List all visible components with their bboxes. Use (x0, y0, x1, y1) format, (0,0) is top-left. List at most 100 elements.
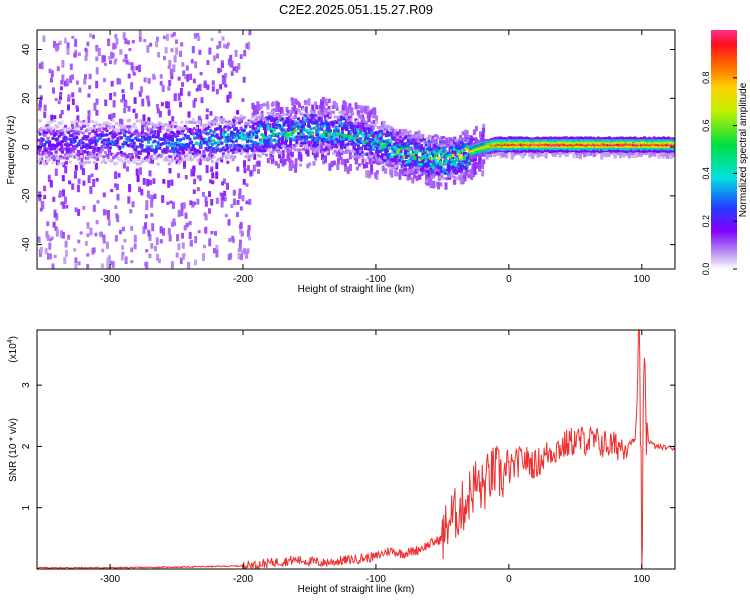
heatmap-cell (361, 158, 364, 165)
heatmap-cell (182, 70, 185, 76)
heatmap-cell (90, 228, 93, 236)
heatmap-cell (147, 152, 150, 155)
heatmap-cell (428, 140, 431, 143)
heatmap-cell (103, 238, 106, 244)
heatmap-cell (192, 172, 195, 177)
heatmap-cell (453, 179, 456, 184)
heatmap-cell (292, 125, 295, 128)
heatmap-cell (209, 148, 212, 151)
heatmap-cell (80, 127, 83, 130)
heatmap-cell (171, 159, 174, 162)
heatmap-cell (450, 159, 453, 162)
heatmap-cell (51, 127, 54, 130)
heatmap-cell (249, 144, 252, 147)
heatmap-cell (121, 245, 124, 249)
heatmap-cell (193, 121, 196, 124)
heatmap-cell (84, 48, 87, 52)
heatmap-cell (116, 38, 119, 44)
heatmap-cell (286, 117, 289, 120)
heatmap-cell (390, 132, 393, 135)
heatmap-cell (302, 148, 305, 151)
heatmap-cell (238, 249, 241, 253)
heatmap-cell (437, 182, 440, 190)
heatmap-cell (383, 121, 386, 125)
heatmap-cell (91, 120, 94, 123)
heatmap-cell (104, 161, 107, 164)
heatmap-cell (370, 164, 373, 170)
heatmap-cell (235, 121, 238, 124)
heatmap-cell (140, 189, 143, 196)
heatmap-cell (228, 144, 231, 147)
heatmap-cell (120, 151, 123, 154)
heatmap-cell (181, 233, 184, 239)
heatmap-cell (291, 111, 294, 114)
heatmap-cell (316, 124, 319, 127)
heatmap-cell (43, 112, 46, 118)
heatmap-cell (108, 56, 111, 60)
heatmap-cell (265, 146, 268, 149)
heatmap-cell (259, 143, 262, 146)
heatmap-cell (398, 173, 401, 179)
heatmap-cell (236, 212, 239, 217)
heatmap-cell (114, 171, 117, 179)
heatmap-cell (203, 245, 206, 248)
heatmap-cell (190, 141, 193, 144)
heatmap-cell (208, 132, 211, 135)
heatmap-cell (270, 156, 273, 159)
heatmap-cell (172, 64, 175, 72)
heatmap-cell (166, 140, 169, 143)
heatmap-cell (211, 160, 214, 163)
heatmap-cell (258, 161, 261, 167)
heatmap-cell (39, 119, 42, 122)
heatmap-cell (110, 160, 113, 163)
heatmap-cell (55, 169, 58, 176)
heatmap-cell (342, 140, 345, 143)
heatmap-cell (238, 132, 241, 135)
heatmap-cell (114, 59, 117, 62)
heatmap-cell (324, 143, 327, 146)
heatmap-cell (370, 131, 373, 134)
heatmap-cell (106, 121, 109, 124)
heatmap-cell (321, 151, 324, 154)
heatmap-cell (142, 121, 145, 124)
heatmap-cell (82, 132, 85, 135)
heatmap-cell (124, 101, 127, 108)
heatmap-cell (572, 152, 575, 159)
heatmap-cell (231, 236, 234, 242)
heatmap-cell (66, 137, 69, 140)
heatmap-cell (436, 161, 439, 164)
heatmap-cell (329, 148, 332, 151)
heatmap-cell (280, 107, 283, 114)
heatmap-cell (52, 197, 55, 202)
heatmap-cell (254, 141, 257, 144)
heatmap-cell (246, 183, 249, 186)
heatmap-cell (221, 181, 224, 185)
heatmap-cell (202, 253, 205, 261)
heatmap-cell (390, 140, 393, 143)
heatmap-cell (254, 144, 257, 147)
heatmap-cell (197, 175, 200, 178)
heatmap-cell (114, 205, 117, 209)
heatmap-cell (59, 96, 62, 101)
heatmap-cell (218, 30, 221, 33)
heatmap-cell (130, 128, 133, 131)
heatmap-cell (111, 81, 114, 87)
heatmap-cell (61, 60, 64, 68)
heatmap-cell (439, 140, 442, 143)
heatmap-cell (56, 125, 59, 128)
heatmap-cell (434, 165, 437, 168)
heatmap-cell (409, 130, 412, 133)
heatmap-cell (316, 143, 319, 146)
heatmap-cell (200, 144, 203, 147)
heatmap-cell (107, 138, 110, 141)
heatmap-cell (78, 53, 81, 56)
heatmap-cell (173, 150, 176, 153)
heatmap-cell (161, 142, 164, 145)
heatmap-cell (318, 147, 321, 150)
heatmap-cell (433, 141, 436, 144)
heatmap-cell (417, 169, 420, 172)
heatmap-cell (193, 136, 196, 139)
heatmap-cell (399, 162, 402, 165)
heatmap-cell (152, 123, 155, 126)
